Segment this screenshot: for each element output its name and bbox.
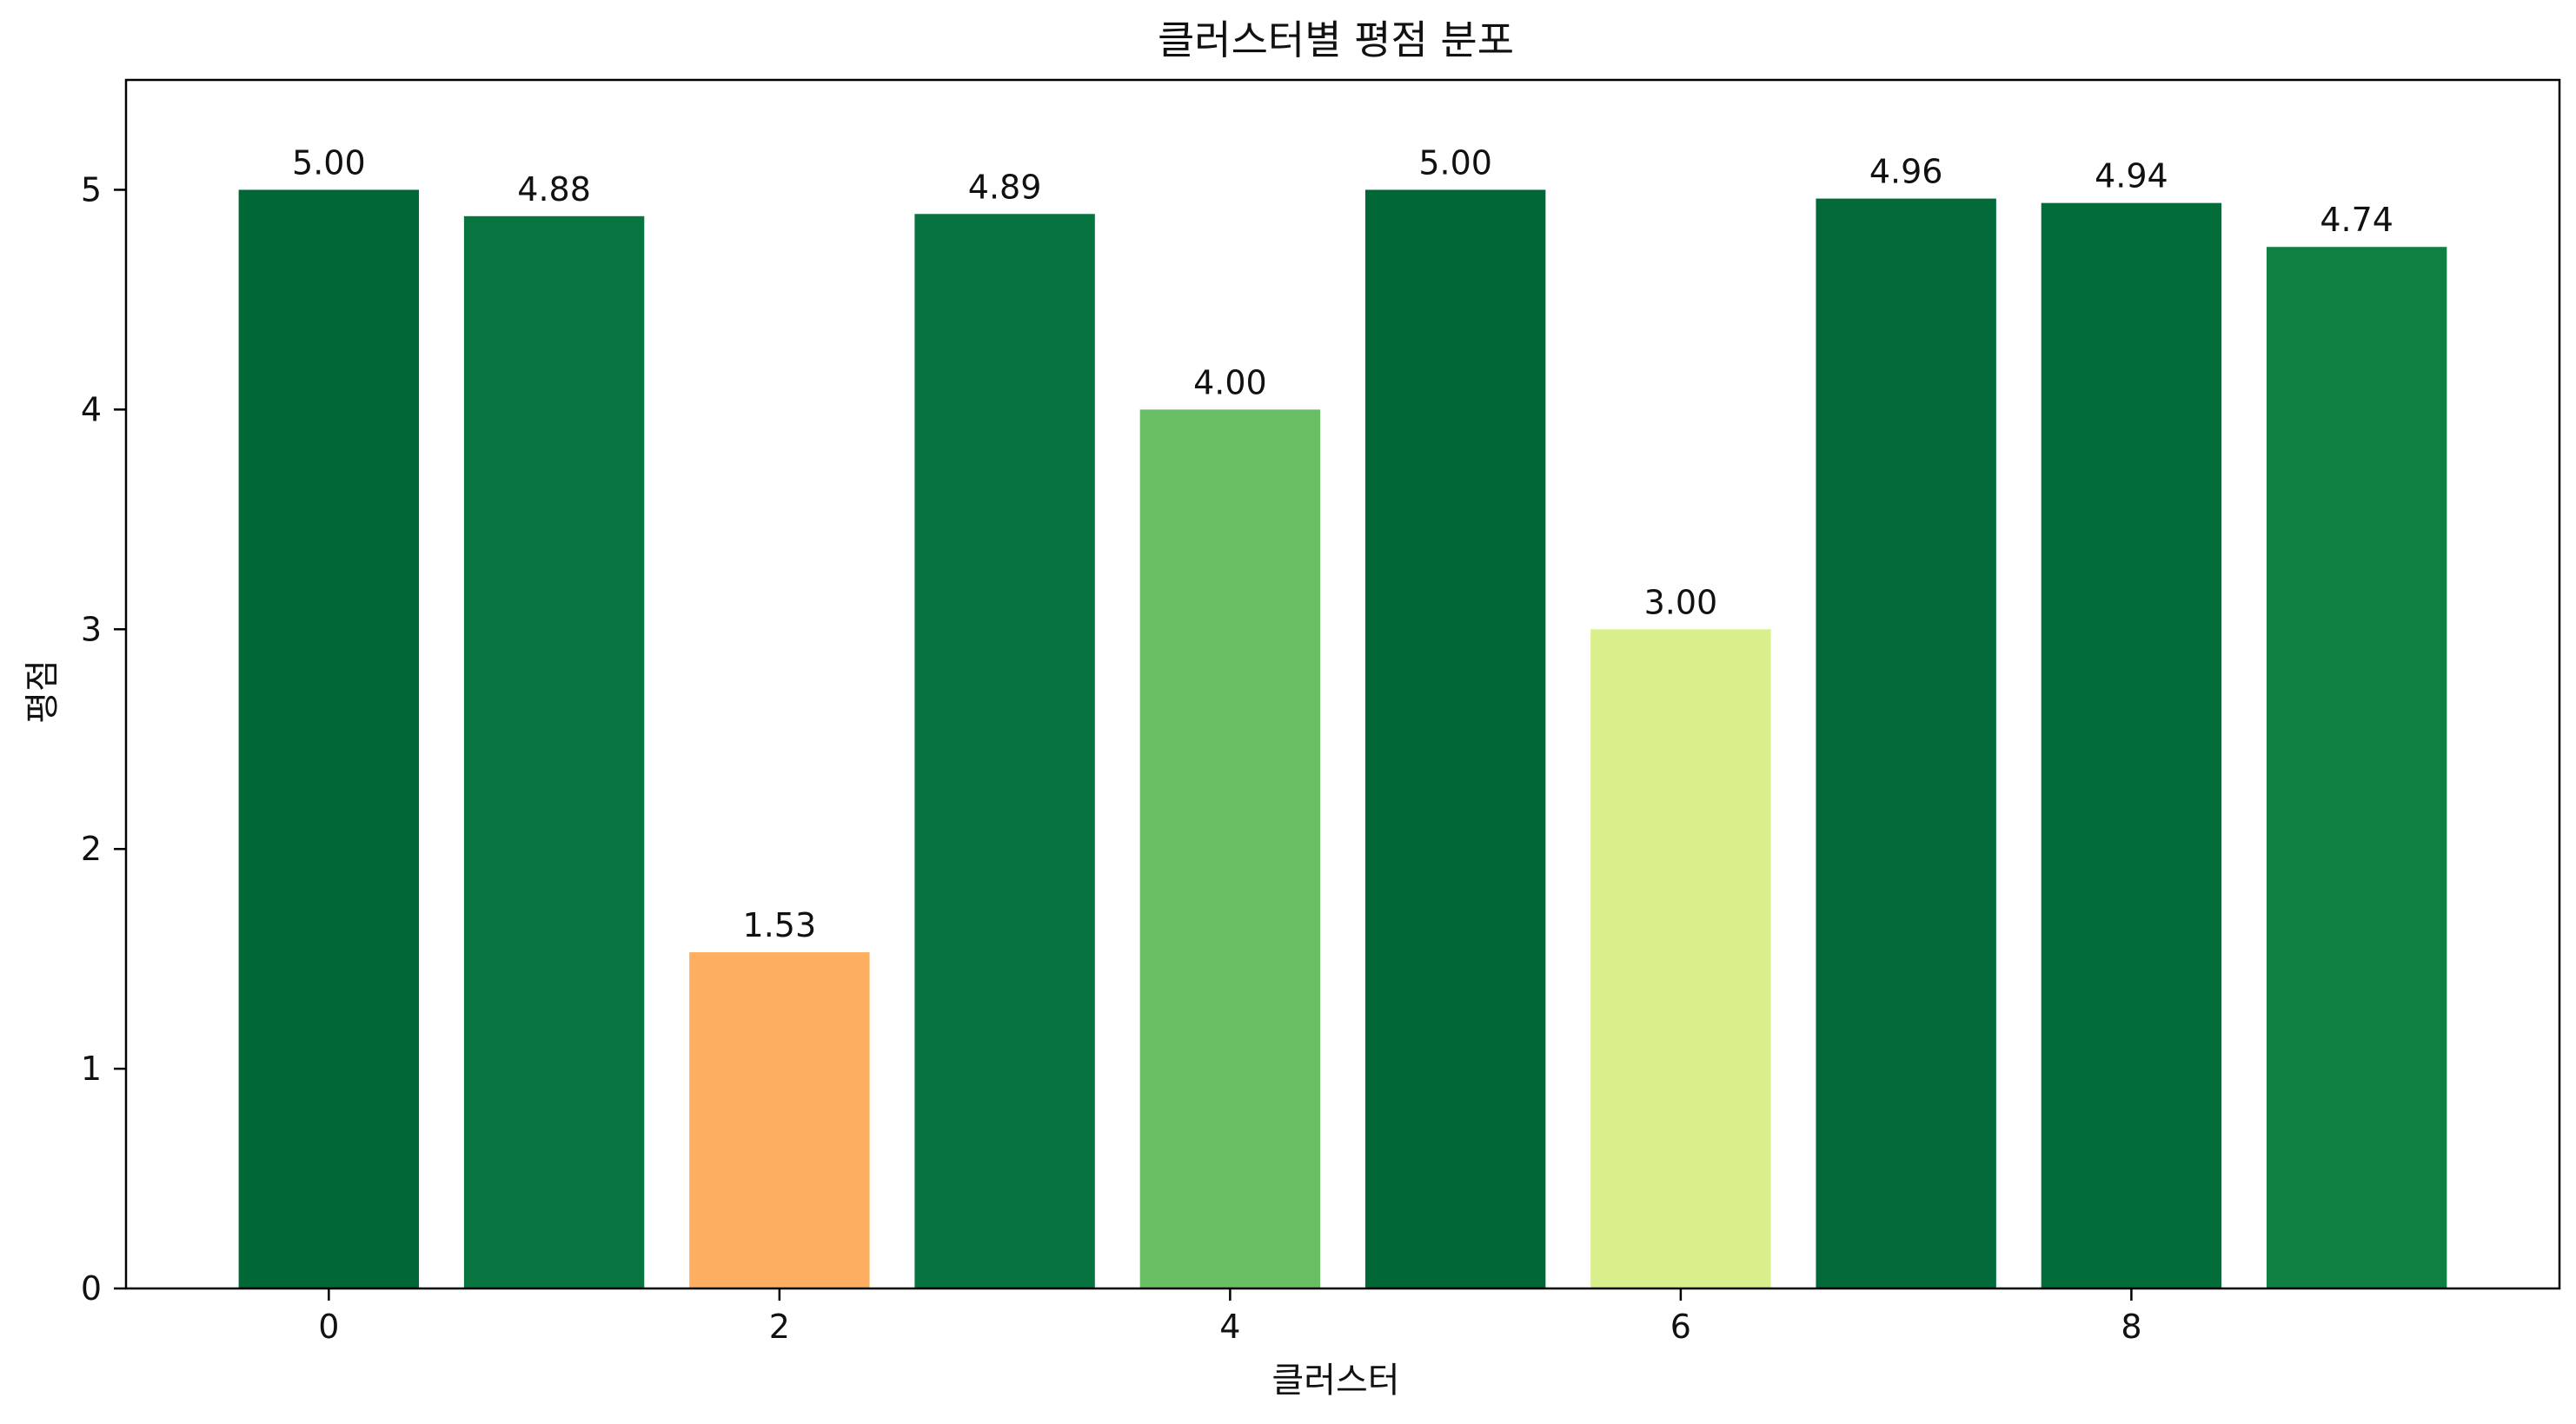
y-axis: 0 1 2 3 4 5 [81, 170, 126, 1308]
value-label-cluster-3: 4.89 [968, 168, 1042, 206]
bars-group [238, 189, 2447, 1289]
bar-cluster-5 [1364, 189, 1546, 1288]
chart-title: 클러스터별 평점 분포 [1158, 17, 1514, 63]
y-tick-label: 4 [81, 390, 102, 428]
bar-cluster-6 [1590, 629, 1771, 1288]
y-tick-label: 0 [81, 1269, 102, 1308]
bar-cluster-8 [2041, 202, 2222, 1288]
x-axis-title: 클러스터 [1271, 1361, 1399, 1401]
value-label-cluster-7: 4.96 [1869, 153, 1943, 191]
x-axis: 0 2 4 6 8 [318, 1288, 2142, 1346]
bar-cluster-9 [2266, 247, 2447, 1288]
bar-cluster-2 [689, 952, 870, 1288]
x-tick-label: 6 [1670, 1308, 1691, 1346]
x-tick-label: 0 [318, 1308, 339, 1346]
value-label-cluster-0: 5.00 [292, 143, 366, 182]
x-tick-label: 8 [2121, 1308, 2141, 1346]
value-labels-group: 5.00 4.88 1.53 4.89 4.00 5.00 3.00 4.96 4.94 4.74 [292, 143, 2393, 944]
value-label-cluster-1: 4.88 [517, 170, 591, 209]
value-label-cluster-6: 3.00 [1644, 583, 1718, 621]
bar-cluster-3 [914, 214, 1095, 1289]
bar-cluster-1 [463, 215, 645, 1289]
y-axis-title: 평점 [23, 659, 63, 724]
y-tick-label: 1 [81, 1050, 102, 1088]
y-tick-label: 3 [81, 610, 102, 648]
bar-cluster-7 [1816, 198, 1996, 1288]
x-tick-label: 4 [1219, 1308, 1240, 1346]
value-label-cluster-9: 4.74 [2320, 201, 2393, 239]
bar-cluster-0 [238, 189, 420, 1288]
value-label-cluster-2: 1.53 [743, 906, 817, 944]
value-label-cluster-8: 4.94 [2095, 157, 2168, 195]
y-tick-label: 2 [81, 830, 102, 868]
bar-cluster-4 [1139, 409, 1321, 1288]
plot-frame [124, 78, 2561, 1290]
y-tick-label: 5 [81, 170, 102, 209]
value-label-cluster-5: 5.00 [1418, 143, 1492, 182]
value-label-cluster-4: 4.00 [1193, 363, 1267, 401]
x-tick-label: 2 [769, 1308, 790, 1346]
